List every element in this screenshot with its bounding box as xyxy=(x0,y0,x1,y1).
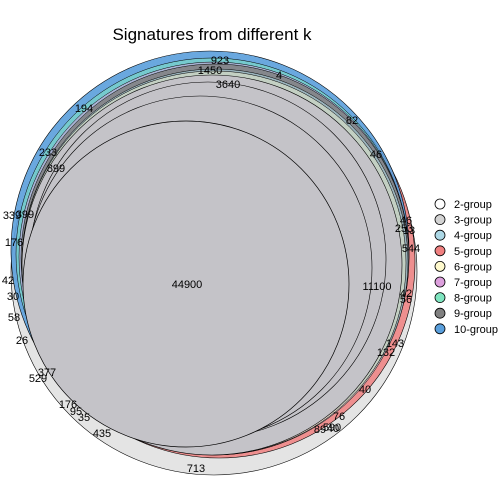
region-count-label: 1450 xyxy=(198,65,222,77)
region-count-label: 95 xyxy=(70,406,82,418)
region-count-label: 42 xyxy=(400,288,412,300)
region-count-label: 26 xyxy=(16,335,28,347)
legend-label: 3-group xyxy=(454,215,492,227)
region-count-label: 923 xyxy=(211,55,229,67)
legend-label: 7-group xyxy=(454,277,492,289)
region-count-label: 89 xyxy=(314,424,326,436)
region-count-label: 176 xyxy=(5,237,23,249)
region-count-label: 143 xyxy=(386,338,404,350)
legend-label: 2-group xyxy=(454,199,492,211)
region-count-label: 35 xyxy=(78,412,90,424)
region-count-label: 58 xyxy=(8,312,20,324)
inner-circle-c xyxy=(22,120,350,448)
region-count-label: 56 xyxy=(400,294,412,306)
region-count-label: 11100 xyxy=(363,281,392,293)
region-count-label: 13 xyxy=(403,225,415,237)
region-count-label: 3640 xyxy=(216,79,240,91)
region-count-label: 194 xyxy=(75,103,93,115)
region-count-label: 4 xyxy=(276,70,282,82)
region-count-label: 76 xyxy=(333,411,345,423)
legend-label: 10-group xyxy=(454,324,498,336)
region-count-label: 30 xyxy=(7,291,19,303)
region-count-label: 176 xyxy=(59,399,77,411)
region-count-label: 46 xyxy=(400,215,412,227)
region-count-label: 590 xyxy=(323,422,341,434)
legend-label: 8-group xyxy=(454,293,492,305)
legend-label: 4-group xyxy=(454,230,492,242)
legend-marker xyxy=(434,214,446,226)
region-count-label: 42 xyxy=(2,275,14,287)
region-count-label: 377 xyxy=(38,367,56,379)
legend-marker xyxy=(434,245,446,257)
legend-marker xyxy=(434,198,446,210)
chart-title: Signatures from different k xyxy=(112,25,312,44)
region-count-label: 529 xyxy=(29,373,47,385)
region-count-label: 132 xyxy=(377,347,395,359)
region-count-label: 82 xyxy=(346,115,358,127)
region-count-label: 544 xyxy=(402,243,420,255)
legend-label: 5-group xyxy=(454,246,492,258)
legend-label: 6-group xyxy=(454,261,492,273)
region-count-label: 899 xyxy=(47,163,65,175)
region-count-label: 44900 xyxy=(172,279,203,291)
region-count-label: 435 xyxy=(93,428,111,440)
legend-label: 9-group xyxy=(454,308,492,320)
region-count-label: 46 xyxy=(370,149,382,161)
legend-marker xyxy=(434,260,446,272)
legend-marker xyxy=(434,292,446,304)
region-count-label: 399 xyxy=(16,209,34,221)
legend-marker xyxy=(434,276,446,288)
region-count-label: 713 xyxy=(187,463,205,475)
legend: 2-group 3-group 4-group 5-group 6-group 7-gro… xyxy=(434,198,498,336)
region-count-label: 233 xyxy=(39,147,57,159)
legend-marker xyxy=(434,323,446,335)
region-count-label: 253 xyxy=(395,223,413,235)
legend-marker xyxy=(434,229,446,241)
region-count-label: 40 xyxy=(359,384,371,396)
region-count-label: 40 xyxy=(327,423,339,435)
venn-circles xyxy=(10,50,418,476)
region-count-label: 339 xyxy=(3,210,21,222)
legend-marker xyxy=(434,307,446,319)
